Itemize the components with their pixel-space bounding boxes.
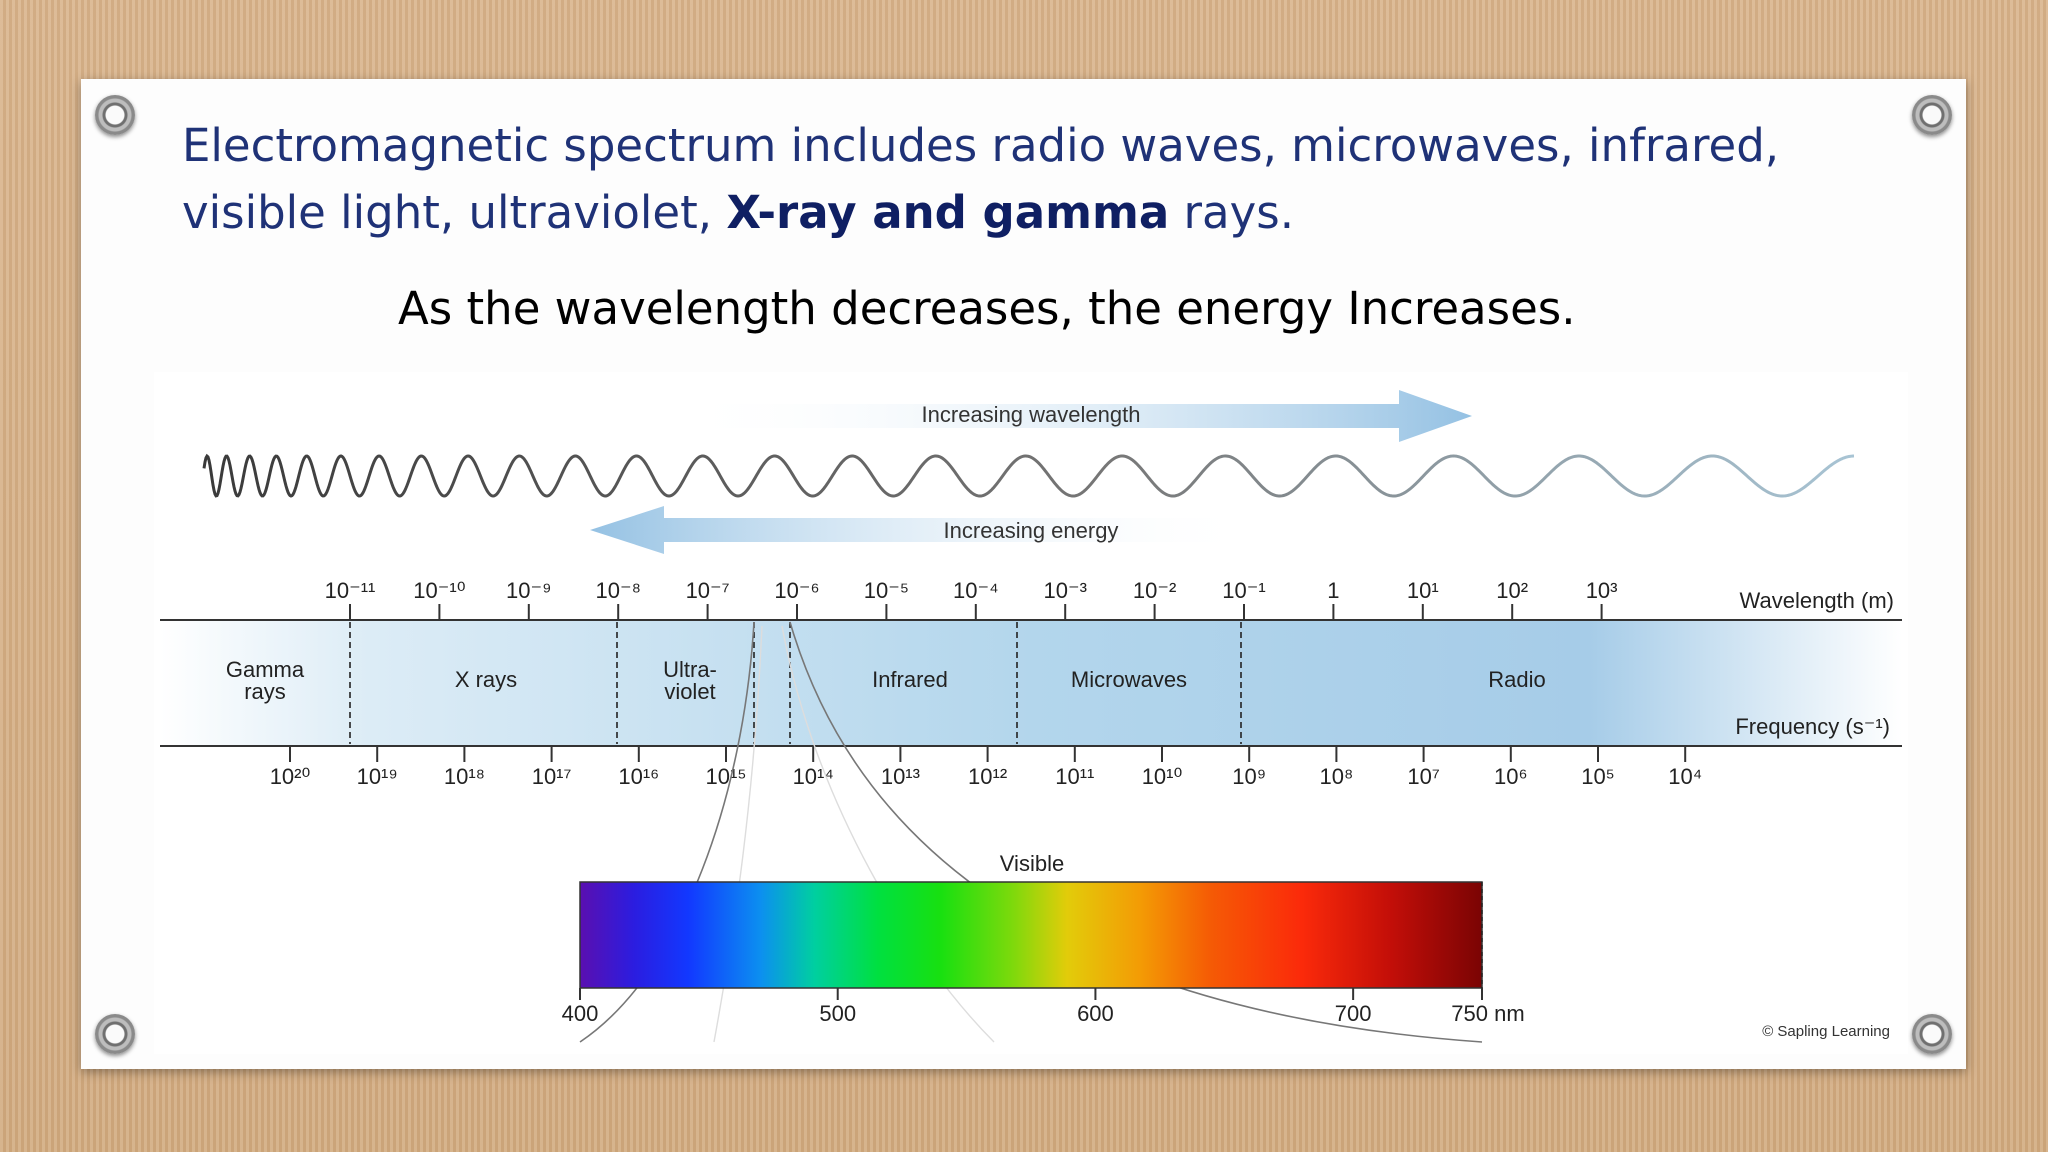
title-part-3: rays.	[1183, 186, 1295, 239]
em-wave	[202, 453, 1855, 498]
wavelength-tick-label: 10⁻⁸	[596, 578, 641, 603]
visible-tick-label: 500	[819, 1001, 856, 1026]
frequency-tick-label: 10⁷	[1407, 764, 1439, 789]
wavelength-ticks: 10⁻¹¹ 10⁻¹⁰ 10⁻⁹ 10⁻⁸ 10⁻⁷ 10⁻⁶ 10⁻⁵ 10⁻⁴ 10⁻³ 10…	[325, 578, 1618, 620]
frequency-tick-label: 10¹¹	[1055, 764, 1094, 789]
visible-ticks: 400 500 600 700 750 nm	[562, 988, 1525, 1026]
wavelength-tick-label: 10⁻⁹	[506, 578, 552, 603]
wavelength-tick-label: 10⁻²	[1133, 578, 1176, 603]
frequency-tick-label: 10¹⁴	[793, 764, 834, 789]
visible-label: Visible	[1000, 851, 1064, 876]
visible-tick-label: 600	[1077, 1001, 1114, 1026]
frequency-tick-label: 10¹²	[968, 764, 1007, 789]
region-microwaves: Microwaves	[1071, 667, 1187, 692]
frequency-tick-label: 10¹⁸	[444, 764, 485, 789]
wavelength-tick-label: 10⁻⁴	[953, 578, 999, 603]
wavelength-tick-label: 10²	[1496, 578, 1528, 603]
visible-spectrum-bar	[579, 881, 1483, 989]
spectrum-band	[160, 620, 1902, 746]
wavelength-tick-label: 10⁻⁷	[686, 578, 730, 603]
visible-funnel-inner-left	[713, 625, 763, 1043]
frequency-tick-label: 10¹⁵	[706, 764, 747, 789]
wavelength-tick-label: 10³	[1586, 578, 1618, 603]
region-xrays: X rays	[455, 667, 517, 692]
visible-tick-label: 700	[1335, 1001, 1372, 1026]
region-dividers	[349, 622, 1242, 744]
increasing-energy-label: Increasing energy	[944, 518, 1119, 543]
title-emphasis: X-ray and gamma	[726, 186, 1170, 239]
frequency-tick-label: 10⁵	[1581, 764, 1615, 789]
increasing-wavelength-label: Increasing wavelength	[922, 402, 1141, 427]
frequency-tick-label: 10⁹	[1232, 764, 1266, 789]
visible-funnel-left	[579, 621, 755, 1043]
title-part-2: visible light, ultraviolet,	[182, 186, 713, 239]
frequency-tick-label: 10¹⁰	[1142, 764, 1183, 789]
visible-tick-label: 400	[562, 1001, 599, 1026]
visible-tick-label: 750 nm	[1451, 1001, 1524, 1026]
increasing-energy-arrow	[590, 506, 1254, 554]
region-gamma-line1: Gamma	[226, 657, 305, 682]
frequency-tick-label: 10⁴	[1668, 764, 1702, 789]
grommet-bottom-left-icon	[95, 1014, 135, 1054]
grommet-top-left-icon	[95, 95, 135, 135]
frequency-tick-label: 10¹⁹	[357, 764, 398, 789]
wavelength-tick-label: 1	[1327, 578, 1339, 603]
em-spectrum-diagram: Increasing wavelength Increasing energy …	[154, 372, 1908, 1054]
slide-title: Electromagnetic spectrum includes radio …	[182, 112, 1942, 246]
credit-text: © Sapling Learning	[1762, 1023, 1890, 1040]
visible-funnel-inner-right	[781, 625, 995, 1043]
wavelength-tick-label: 10⁻¹⁰	[413, 578, 465, 603]
grommet-top-right-icon	[1912, 95, 1952, 135]
frequency-axis-label: Frequency (s⁻¹)	[1735, 714, 1890, 739]
region-uv-line1: Ultra-	[663, 657, 717, 682]
frequency-tick-label: 10⁶	[1494, 764, 1528, 789]
frequency-ticks: 10²⁰ 10¹⁹ 10¹⁸ 10¹⁷ 10¹⁶ 10¹⁵ 10¹⁴ 10¹³ 10¹² 10¹¹…	[270, 746, 1702, 789]
region-gamma-line2: rays	[244, 679, 286, 704]
wavelength-tick-label: 10⁻⁵	[864, 578, 909, 603]
frequency-tick-label: 10¹⁶	[618, 764, 659, 789]
slide-subtitle: As the wavelength decreases, the energy …	[398, 282, 1576, 335]
wavelength-tick-label: 10⁻¹¹	[325, 578, 376, 603]
frequency-tick-label: 10⁸	[1320, 764, 1354, 789]
wavelength-tick-label: 10⁻¹	[1222, 578, 1265, 603]
frequency-tick-label: 10¹⁷	[532, 764, 572, 789]
frequency-tick-label: 10²⁰	[270, 764, 311, 789]
wavelength-tick-label: 10⁻³	[1043, 578, 1086, 603]
region-uv-line2: violet	[664, 679, 715, 704]
region-infrared: Infrared	[872, 667, 948, 692]
region-radio: Radio	[1488, 667, 1545, 692]
wavelength-axis-label: Wavelength (m)	[1740, 588, 1894, 613]
title-part-1: Electromagnetic spectrum includes radio …	[182, 119, 1780, 172]
frequency-tick-label: 10¹³	[881, 764, 920, 789]
grommet-bottom-right-icon	[1912, 1014, 1952, 1054]
wavelength-tick-label: 10⁻⁶	[774, 578, 819, 603]
wavelength-tick-label: 10¹	[1407, 578, 1439, 603]
increasing-wavelength-arrow	[674, 390, 1472, 442]
